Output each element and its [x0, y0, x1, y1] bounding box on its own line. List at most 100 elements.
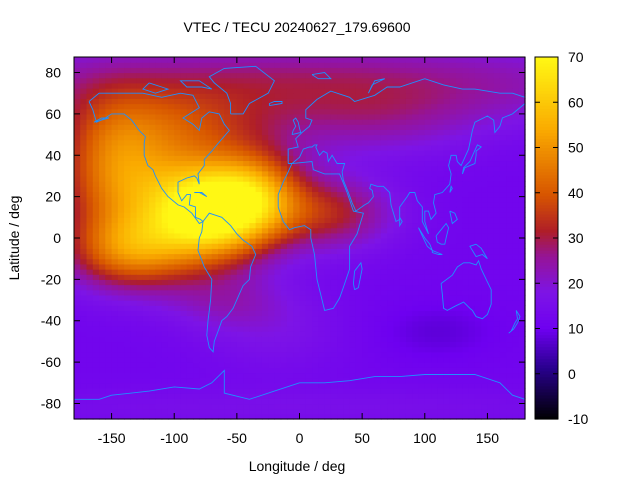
heatmap-cell [274, 315, 282, 322]
heatmap-cell [449, 403, 457, 410]
heatmap-cell [243, 367, 250, 374]
heatmap-cell [236, 134, 244, 141]
heatmap-cell [80, 331, 88, 337]
heatmap-cell [437, 279, 445, 286]
heatmap-cell [299, 119, 307, 125]
heatmap-cell [318, 305, 326, 311]
heatmap-cell [487, 160, 495, 167]
heatmap-cell [481, 336, 489, 343]
heatmap-cell [155, 331, 163, 337]
heatmap-cell [111, 134, 119, 141]
heatmap-cell [117, 170, 125, 177]
heatmap-cell [443, 201, 451, 208]
heatmap-cell [186, 206, 194, 213]
heatmap-cell [280, 88, 288, 94]
heatmap-cell [431, 98, 438, 105]
heatmap-cell [305, 77, 313, 84]
heatmap-cell [236, 139, 244, 146]
heatmap-cell [324, 269, 332, 275]
heatmap-cell [449, 124, 457, 130]
heatmap-cell [180, 367, 188, 374]
heatmap-cell [199, 206, 207, 213]
heatmap-cell [167, 320, 175, 327]
heatmap-cell [380, 175, 388, 182]
heatmap-cell [474, 382, 482, 389]
heatmap-cell [211, 346, 219, 353]
heatmap-cell [274, 393, 282, 399]
heatmap-cell [224, 165, 232, 172]
heatmap-cell [92, 238, 100, 244]
heatmap-cell [167, 98, 175, 105]
heatmap-cell [86, 124, 94, 130]
heatmap-cell [368, 124, 376, 130]
heatmap-cell [312, 108, 319, 115]
heatmap-cell [80, 124, 88, 130]
heatmap-cell [481, 320, 489, 327]
heatmap-cell [224, 258, 232, 265]
heatmap-cell [211, 155, 219, 162]
heatmap-cell [499, 144, 507, 151]
heatmap-cell [362, 222, 369, 229]
heatmap-cell [481, 238, 489, 244]
heatmap-cell [243, 88, 250, 94]
heatmap-cell [286, 175, 294, 182]
heatmap-cell [431, 119, 438, 125]
heatmap-cell [274, 119, 282, 125]
heatmap-cell [149, 372, 157, 379]
heatmap-cell [224, 310, 232, 317]
heatmap-cell [487, 150, 495, 156]
heatmap-cell [449, 144, 457, 151]
heatmap-cell [167, 253, 175, 260]
heatmap-cell [318, 372, 326, 379]
heatmap-cell [387, 367, 395, 374]
heatmap-cell [142, 170, 150, 177]
heatmap-cell [499, 134, 507, 141]
heatmap-cell [92, 155, 100, 162]
heatmap-cell [330, 253, 338, 260]
heatmap-cell [80, 82, 88, 89]
heatmap-cell [268, 181, 276, 187]
heatmap-cell [117, 155, 125, 162]
heatmap-cell [286, 274, 294, 280]
heatmap-cell [218, 367, 225, 374]
heatmap-cell [512, 274, 520, 280]
heatmap-cell [130, 88, 138, 94]
heatmap-cell [437, 57, 445, 63]
heatmap-cell [230, 284, 238, 291]
heatmap-cell [312, 134, 319, 141]
heatmap-cell [280, 150, 288, 156]
heatmap-cell [218, 113, 225, 120]
heatmap-cell [312, 403, 319, 410]
heatmap-cell [142, 320, 150, 327]
heatmap-cell [443, 88, 451, 94]
heatmap-cell [274, 294, 282, 301]
heatmap-cell [318, 165, 326, 172]
heatmap-cell [443, 155, 451, 162]
heatmap-cell [155, 315, 163, 322]
heatmap-cell [399, 119, 407, 125]
heatmap-cell [211, 206, 219, 213]
heatmap-cell [186, 175, 194, 182]
heatmap-cell [468, 408, 476, 415]
heatmap-cell [330, 248, 338, 255]
heatmap-cell [161, 382, 169, 389]
heatmap-cell [412, 305, 420, 311]
heatmap-cell [117, 217, 125, 224]
heatmap-cell [199, 62, 207, 68]
heatmap-cell [92, 88, 100, 94]
heatmap-cell [255, 284, 263, 291]
heatmap-cell [437, 82, 445, 89]
heatmap-cell [443, 248, 451, 255]
heatmap-cell [349, 124, 357, 130]
heatmap-cell [211, 160, 219, 167]
heatmap-cell [230, 413, 238, 420]
heatmap-cell [474, 346, 482, 353]
heatmap-cell [261, 170, 269, 177]
heatmap-cell [211, 175, 219, 182]
heatmap-cell [337, 72, 344, 79]
heatmap-cell [243, 398, 250, 405]
heatmap-cell [249, 77, 257, 84]
heatmap-cell [161, 274, 169, 280]
heatmap-cell [74, 139, 81, 146]
heatmap-cell [449, 248, 457, 255]
